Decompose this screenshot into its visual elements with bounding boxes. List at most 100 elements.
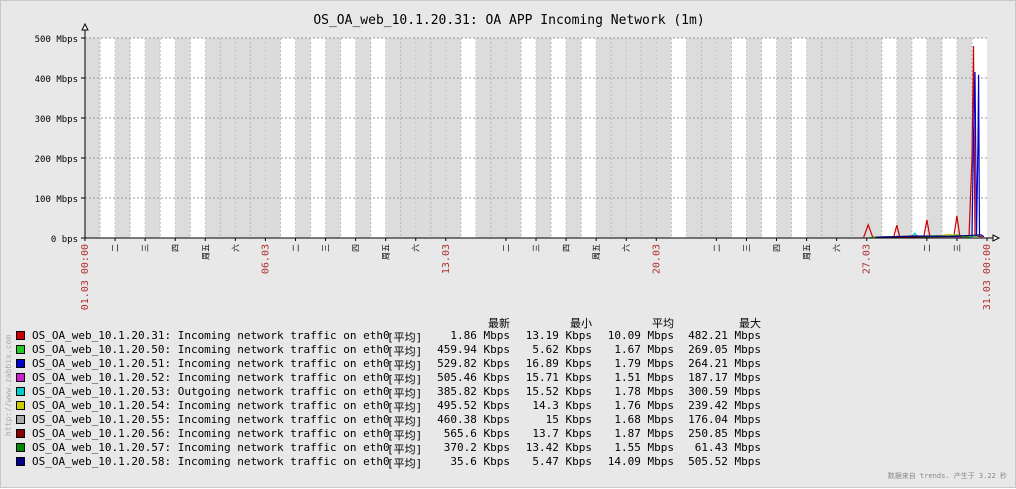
legend-name: OS_OA_web_10.1.20.53: Outgoing network t… (32, 385, 390, 398)
x-tick-label: 三 (953, 244, 962, 252)
legend-row: OS_OA_web_10.1.20.56: Incoming network t… (15, 427, 55, 441)
legend-fn: [平均] (387, 455, 422, 471)
footer-note: 数据来自 trends. 产生于 3.22 秒 (888, 471, 1007, 481)
y-tick-label: 300 Mbps (35, 115, 78, 125)
day-band (265, 38, 280, 238)
legend-swatch (16, 415, 25, 424)
legend-row: OS_OA_web_10.1.20.50: Incoming network t… (15, 343, 55, 357)
x-tick-label: 27.03 (862, 244, 873, 274)
legend-max: 187.17 Mbps (674, 371, 761, 384)
legend-swatch (16, 359, 25, 368)
legend-row: OS_OA_web_10.1.20.54: Incoming network t… (15, 399, 55, 413)
x-tick-label: 四 (171, 244, 180, 252)
legend-name: OS_OA_web_10.1.20.31: Incoming network t… (32, 329, 390, 342)
legend-last: 505.46 Kbps (425, 371, 510, 384)
x-tick-label: 二 (712, 244, 721, 252)
legend-last: 370.2 Kbps (425, 441, 510, 454)
x-tick-label: 三 (742, 244, 751, 252)
legend-last: 385.82 Kbps (425, 385, 510, 398)
legend-row: OS_OA_web_10.1.20.52: Incoming network t… (15, 371, 55, 385)
y-tick-label: 100 Mbps (35, 195, 78, 205)
y-tick-label: 200 Mbps (35, 155, 78, 165)
day-band (746, 38, 761, 238)
watermark: http://www.zabbix.com (1, 301, 15, 441)
legend-avg: 1.87 Mbps (592, 427, 674, 440)
legend-header: 最新 最小 平均 最大 (15, 315, 55, 329)
legend-last: 1.86 Mbps (425, 329, 510, 342)
chart-title: OS_OA_web_10.1.20.31: OA APP Incoming Ne… (313, 13, 704, 28)
x-tick-label: 六 (230, 244, 240, 252)
x-tick-label: 四 (562, 244, 571, 252)
legend-swatch (16, 443, 25, 452)
legend-name: OS_OA_web_10.1.20.51: Incoming network t… (32, 357, 390, 370)
legend-last: 565.6 Kbps (425, 427, 510, 440)
legend-name: OS_OA_web_10.1.20.56: Incoming network t… (32, 427, 390, 440)
legend-row: OS_OA_web_10.1.20.51: Incoming network t… (15, 357, 55, 371)
x-tick-label: 周五 (803, 244, 812, 260)
legend-name: OS_OA_web_10.1.20.58: Incoming network t… (32, 455, 390, 468)
watermark-text: http://www.zabbix.com (4, 335, 13, 436)
legend-min: 15.71 Kbps (510, 371, 592, 384)
legend-max: 269.05 Mbps (674, 343, 761, 356)
x-tick-label: 四 (352, 244, 361, 252)
legend-min: 5.62 Kbps (510, 343, 592, 356)
legend-min: 5.47 Kbps (510, 455, 592, 468)
day-band (356, 38, 371, 238)
legend-last: 460.38 Kbps (425, 413, 510, 426)
day-band (326, 38, 341, 238)
legend-avg: 1.78 Mbps (592, 385, 674, 398)
legend-max: 482.21 Mbps (674, 329, 761, 342)
legend-row: OS_OA_web_10.1.20.57: Incoming network t… (15, 441, 55, 455)
legend-name: OS_OA_web_10.1.20.52: Incoming network t… (32, 371, 390, 384)
day-band (506, 38, 521, 238)
legend-last: 529.82 Kbps (425, 357, 510, 370)
x-tick-label: 二 (923, 244, 932, 252)
legend-name: OS_OA_web_10.1.20.54: Incoming network t… (32, 399, 390, 412)
legend-max: 250.85 Mbps (674, 427, 761, 440)
day-band (927, 38, 942, 238)
x-tick-label: 六 (832, 244, 842, 252)
legend-avg: 1.76 Mbps (592, 399, 674, 412)
day-band (897, 38, 912, 238)
x-tick-label: 三 (322, 244, 331, 252)
day-band (145, 38, 160, 238)
x-tick-label: 六 (621, 244, 631, 252)
legend-swatch (16, 345, 25, 354)
day-band (656, 38, 671, 238)
legend-avg: 14.09 Mbps (592, 455, 674, 468)
x-tick-label: 二 (502, 244, 511, 252)
legend-swatch (16, 457, 25, 466)
legend-name: OS_OA_web_10.1.20.57: Incoming network t… (32, 441, 390, 454)
legend-max: 61.43 Mbps (674, 441, 761, 454)
legend-avg: 10.09 Mbps (592, 329, 674, 342)
y-axis-arrow (82, 24, 88, 30)
day-band (446, 38, 461, 238)
y-tick-label: 0 bps (51, 235, 78, 245)
legend-min: 15.52 Kbps (510, 385, 592, 398)
day-band (566, 38, 581, 238)
legend-avg: 1.55 Mbps (592, 441, 674, 454)
legend-max: 505.52 Mbps (674, 455, 761, 468)
legend-rows: OS_OA_web_10.1.20.31: Incoming network t… (15, 329, 55, 469)
day-band (175, 38, 190, 238)
legend-row: OS_OA_web_10.1.20.31: Incoming network t… (15, 329, 55, 343)
y-tick-label: 500 Mbps (35, 35, 78, 45)
legend-min: 16.89 Kbps (510, 357, 592, 370)
legend-swatch (16, 387, 25, 396)
x-tick-label: 三 (532, 244, 541, 252)
day-band (777, 38, 792, 238)
legend-swatch (16, 401, 25, 410)
legend-max: 300.59 Mbps (674, 385, 761, 398)
x-tick-label: 四 (773, 244, 782, 252)
legend-name: OS_OA_web_10.1.20.55: Incoming network t… (32, 413, 390, 426)
day-band (115, 38, 130, 238)
legend-last: 495.52 Kbps (425, 399, 510, 412)
x-tick-label: 六 (411, 244, 421, 252)
x-tick-label: 13.03 (441, 244, 452, 274)
legend-min: 14.3 Kbps (510, 399, 592, 412)
legend-swatch (16, 331, 25, 340)
legend-max: 239.42 Mbps (674, 399, 761, 412)
x-tick-label: 31.03 00:00 (982, 244, 993, 310)
legend-avg: 1.79 Mbps (592, 357, 674, 370)
